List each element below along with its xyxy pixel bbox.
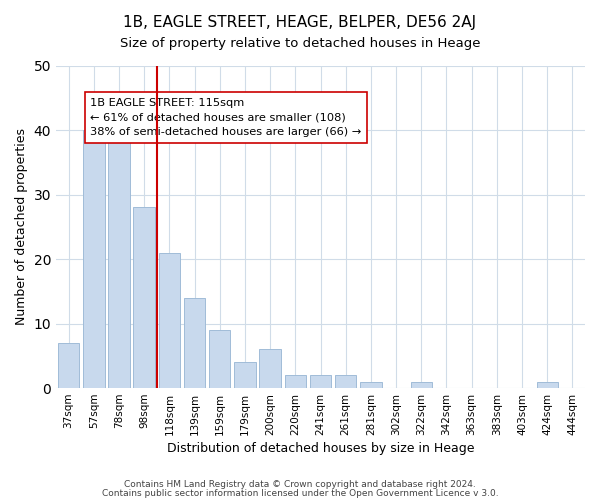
Bar — [310, 375, 331, 388]
Bar — [259, 350, 281, 388]
Bar — [234, 362, 256, 388]
Text: Contains public sector information licensed under the Open Government Licence v : Contains public sector information licen… — [101, 489, 499, 498]
Bar — [184, 298, 205, 388]
Text: Contains HM Land Registry data © Crown copyright and database right 2024.: Contains HM Land Registry data © Crown c… — [124, 480, 476, 489]
Bar — [83, 130, 104, 388]
Bar — [58, 343, 79, 388]
Bar — [536, 382, 558, 388]
Text: 1B EAGLE STREET: 115sqm
← 61% of detached houses are smaller (108)
38% of semi-d: 1B EAGLE STREET: 115sqm ← 61% of detache… — [91, 98, 362, 138]
Bar — [209, 330, 230, 388]
Bar — [133, 208, 155, 388]
Text: 1B, EAGLE STREET, HEAGE, BELPER, DE56 2AJ: 1B, EAGLE STREET, HEAGE, BELPER, DE56 2A… — [124, 15, 476, 30]
Bar — [109, 136, 130, 388]
Bar — [158, 252, 180, 388]
Bar — [360, 382, 382, 388]
Text: Size of property relative to detached houses in Heage: Size of property relative to detached ho… — [120, 38, 480, 51]
Bar — [410, 382, 432, 388]
Bar — [335, 375, 356, 388]
Bar — [284, 375, 306, 388]
X-axis label: Distribution of detached houses by size in Heage: Distribution of detached houses by size … — [167, 442, 474, 455]
Y-axis label: Number of detached properties: Number of detached properties — [15, 128, 28, 326]
